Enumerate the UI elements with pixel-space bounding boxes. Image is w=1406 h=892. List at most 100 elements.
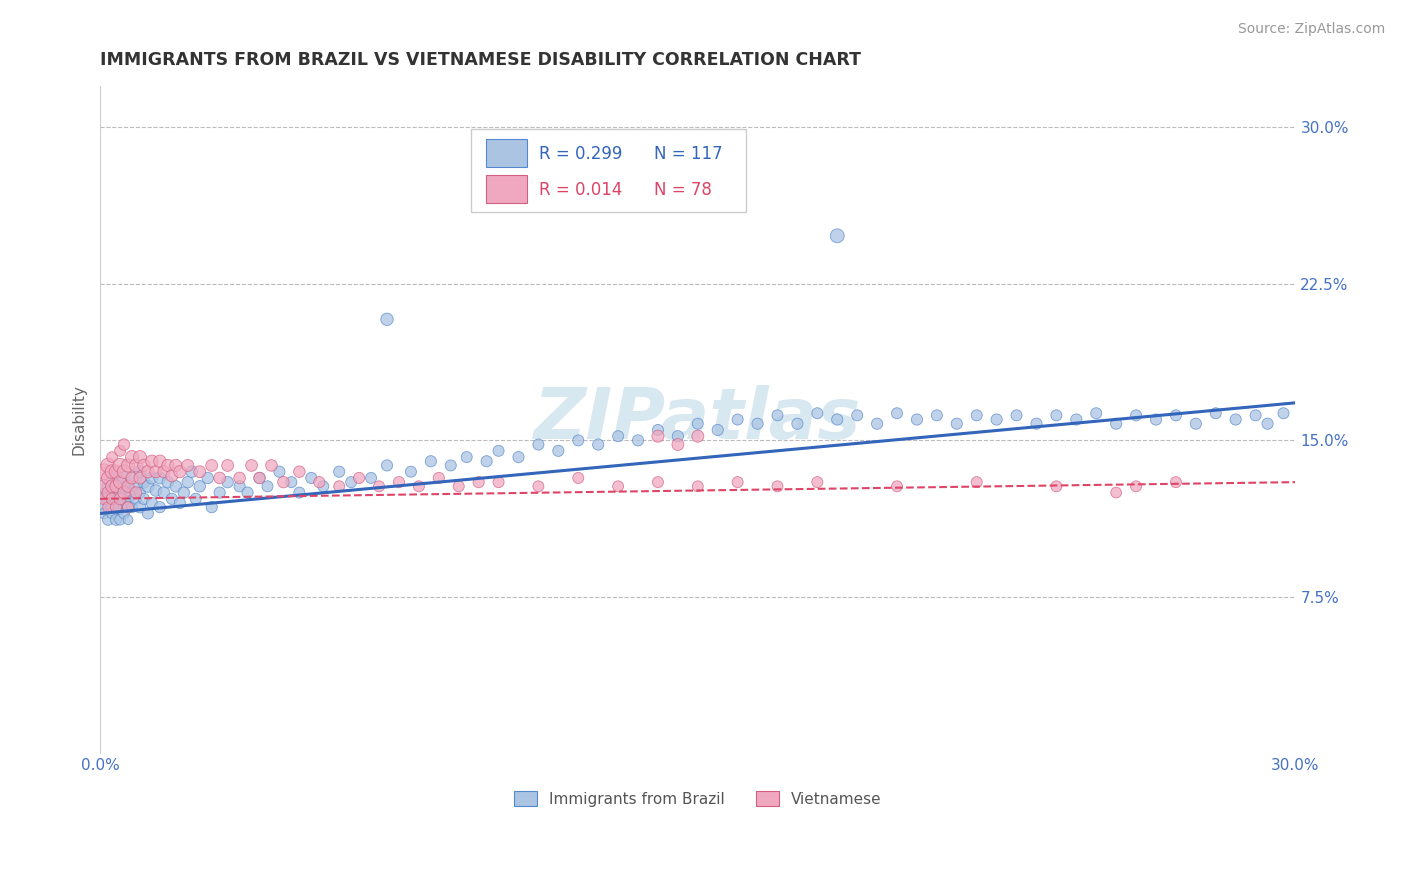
Point (747, 417, 769, 431)
Point (1144, 412, 1167, 426)
Point (136, 465, 159, 479)
Point (467, 475, 489, 490)
Point (136, 479, 159, 493)
Point (108, 443, 131, 458)
Point (1205, 406, 1227, 420)
Point (188, 465, 211, 479)
Point (766, 409, 789, 423)
Point (273, 475, 295, 490)
Point (1272, 406, 1295, 420)
Point (112, 471, 135, 485)
Point (388, 475, 411, 490)
Point (125, 485, 148, 500)
Text: R = 0.014: R = 0.014 (538, 181, 623, 199)
Point (328, 479, 350, 493)
Point (201, 500, 224, 515)
Point (328, 465, 350, 479)
Point (105, 479, 128, 493)
Point (117, 479, 139, 493)
Point (866, 417, 889, 431)
Point (240, 458, 263, 473)
Point (249, 471, 271, 485)
Point (121, 485, 143, 500)
Point (1105, 485, 1128, 500)
Point (208, 485, 231, 500)
Point (1045, 409, 1067, 423)
Point (666, 437, 689, 451)
Y-axis label: Disability: Disability (72, 384, 86, 455)
Point (1244, 409, 1267, 423)
Point (375, 312, 398, 326)
Point (105, 513, 128, 527)
Point (169, 465, 191, 479)
Point (1005, 409, 1028, 423)
Point (1257, 417, 1279, 431)
Point (666, 429, 689, 443)
Point (141, 496, 163, 510)
Point (97, 471, 120, 485)
Point (97, 485, 120, 500)
Point (288, 465, 311, 479)
Point (97, 479, 120, 493)
Point (456, 450, 478, 464)
Point (806, 406, 828, 420)
Point (447, 479, 470, 493)
Point (1025, 417, 1047, 431)
Point (1185, 417, 1208, 431)
Point (1045, 479, 1067, 493)
Point (208, 471, 231, 485)
Point (112, 496, 135, 510)
Point (105, 465, 128, 479)
Point (399, 465, 422, 479)
Point (886, 479, 908, 493)
Point (117, 500, 139, 515)
Point (312, 479, 335, 493)
Point (145, 483, 167, 498)
Point (117, 491, 139, 506)
Point (160, 491, 183, 506)
Point (647, 423, 669, 437)
Point (1066, 412, 1088, 426)
Point (806, 475, 828, 490)
Point (129, 500, 152, 515)
Point (375, 458, 398, 473)
Text: N = 117: N = 117 (654, 145, 723, 162)
Point (825, 412, 848, 426)
Point (475, 454, 498, 468)
Point (101, 500, 124, 515)
Point (112, 465, 135, 479)
Point (108, 500, 131, 515)
Point (93, 500, 115, 515)
Point (93, 479, 115, 493)
Point (508, 450, 530, 464)
Point (1085, 406, 1108, 420)
Point (299, 471, 322, 485)
Point (280, 475, 302, 490)
Point (647, 429, 669, 443)
Point (129, 450, 152, 464)
Point (141, 471, 163, 485)
Point (288, 485, 311, 500)
Point (197, 471, 219, 485)
Point (117, 479, 139, 493)
Point (727, 412, 749, 426)
Point (129, 471, 152, 485)
Point (925, 409, 948, 423)
Point (108, 491, 131, 506)
Point (169, 496, 191, 510)
Point (905, 412, 928, 426)
Point (101, 488, 124, 502)
Point (108, 485, 131, 500)
Point (686, 429, 709, 443)
Point (846, 409, 869, 423)
Point (153, 485, 176, 500)
Point (1225, 412, 1247, 426)
Text: Source: ZipAtlas.com: Source: ZipAtlas.com (1237, 22, 1385, 37)
Point (986, 412, 1008, 426)
Point (360, 471, 382, 485)
Point (966, 409, 988, 423)
Point (340, 475, 363, 490)
Text: R = 0.299: R = 0.299 (538, 145, 623, 162)
Point (121, 471, 143, 485)
Point (201, 458, 224, 473)
